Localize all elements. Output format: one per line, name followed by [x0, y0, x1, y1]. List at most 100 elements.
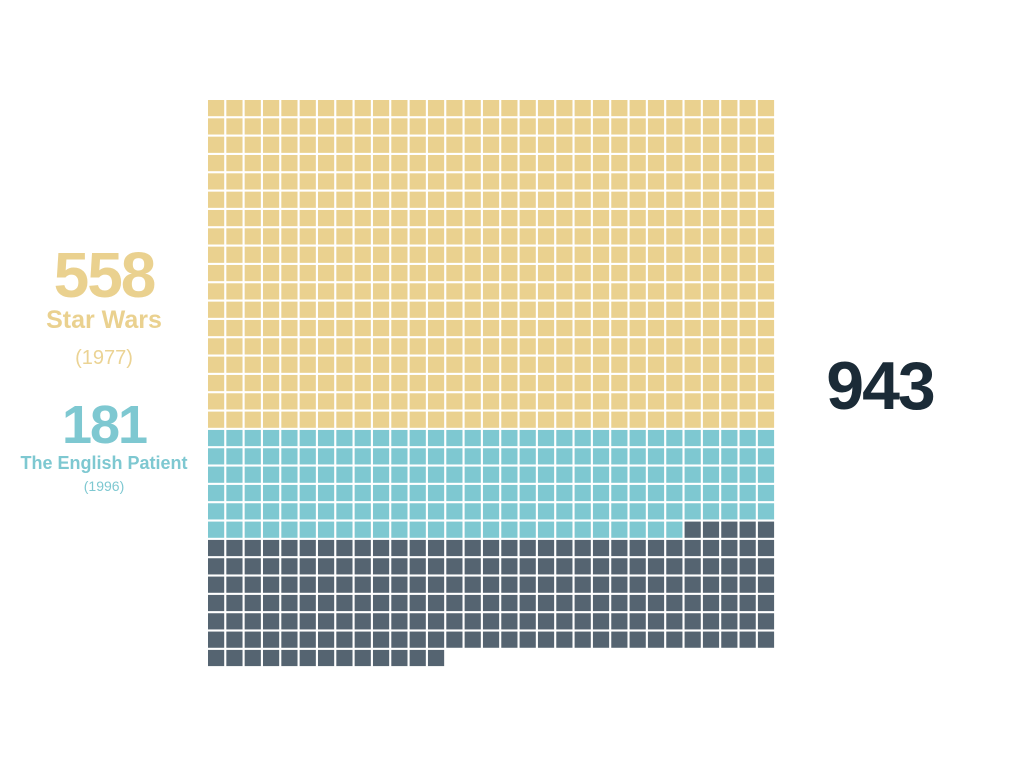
waffle-cell-series-0 — [354, 264, 371, 282]
waffle-cell-series-2 — [757, 594, 775, 612]
waffle-cell-series-0 — [464, 338, 481, 355]
waffle-cell-series-0 — [592, 301, 610, 318]
waffle-cell-series-0 — [501, 264, 518, 282]
waffle-cell-series-0 — [317, 118, 335, 135]
waffle-cell-series-0 — [556, 173, 573, 190]
waffle-cell-series-0 — [372, 246, 390, 263]
waffle-cell-series-0 — [611, 301, 628, 318]
waffle-cell-series-0 — [666, 393, 683, 410]
waffle-cell-series-1 — [501, 448, 518, 465]
waffle-cell-series-0 — [372, 411, 390, 428]
waffle-cell-series-0 — [464, 154, 481, 172]
waffle-cell-series-0 — [262, 301, 280, 318]
waffle-cell-series-0 — [611, 374, 628, 392]
waffle-cell-series-0 — [427, 118, 445, 135]
waffle-cell-series-0 — [501, 154, 518, 172]
waffle-cell-series-0 — [721, 136, 738, 153]
waffle-cell-series-0 — [629, 356, 646, 373]
waffle-cell-series-1 — [757, 484, 775, 502]
waffle-cell-series-0 — [482, 393, 500, 410]
waffle-cell-series-0 — [574, 319, 591, 337]
waffle-cell-series-0 — [757, 264, 775, 282]
waffle-cell-series-0 — [629, 319, 646, 337]
waffle-cell-series-1 — [592, 466, 610, 483]
waffle-cell-series-0 — [757, 374, 775, 392]
waffle-cell-series-1 — [409, 503, 426, 520]
waffle-cell-series-1 — [281, 448, 298, 465]
waffle-cell-series-0 — [537, 100, 555, 117]
waffle-cell-series-0 — [647, 356, 665, 373]
waffle-cell-series-0 — [684, 283, 701, 300]
waffle-cell-series-1 — [629, 521, 646, 538]
waffle-cell-series-0 — [244, 264, 261, 282]
waffle-cell-series-0 — [262, 173, 280, 190]
waffle-cell-series-2 — [721, 521, 738, 538]
waffle-cell-series-0 — [317, 209, 335, 227]
waffle-cell-series-2 — [244, 631, 261, 648]
waffle-cell-series-2 — [501, 576, 518, 593]
waffle-cell-series-0 — [501, 246, 518, 263]
waffle-cell-series-2 — [556, 576, 573, 593]
waffle-cell-series-2 — [446, 576, 463, 593]
waffle-cell-series-0 — [372, 338, 390, 355]
waffle-cell-series-0 — [317, 191, 335, 208]
waffle-cell-series-2 — [702, 631, 720, 648]
waffle-cell-series-0 — [208, 301, 225, 318]
waffle-cell-series-0 — [391, 264, 408, 282]
waffle-cell-series-0 — [317, 356, 335, 373]
waffle-cell-series-1 — [757, 429, 775, 447]
waffle-cell-series-2 — [372, 613, 390, 630]
waffle-cell-series-0 — [427, 191, 445, 208]
waffle-cell-series-0 — [666, 228, 683, 245]
waffle-cell-series-0 — [409, 319, 426, 337]
waffle-cell-series-1 — [208, 429, 225, 447]
waffle-cell-series-2 — [684, 521, 701, 538]
waffle-cell-series-0 — [556, 246, 573, 263]
waffle-cell-series-2 — [647, 594, 665, 612]
waffle-cell-series-0 — [446, 319, 463, 337]
waffle-cell-series-2 — [391, 649, 408, 667]
waffle-cell-series-0 — [611, 136, 628, 153]
waffle-cell-series-0 — [482, 118, 500, 135]
waffle-cell-series-2 — [372, 576, 390, 593]
waffle-cell-series-0 — [537, 246, 555, 263]
waffle-cell-series-2 — [299, 649, 316, 667]
waffle-cell-series-2 — [666, 539, 683, 557]
waffle-cell-series-0 — [244, 173, 261, 190]
waffle-cell-series-0 — [519, 100, 536, 117]
waffle-cell-series-2 — [556, 558, 573, 575]
waffle-cell-series-1 — [446, 484, 463, 502]
waffle-cell-series-1 — [702, 484, 720, 502]
waffle-cell-series-0 — [757, 118, 775, 135]
waffle-cell-series-0 — [757, 100, 775, 117]
waffle-cell-series-0 — [336, 136, 353, 153]
waffle-cell-series-0 — [647, 246, 665, 263]
waffle-cell-series-0 — [629, 191, 646, 208]
waffle-cell-series-0 — [208, 319, 225, 337]
waffle-cell-series-0 — [482, 191, 500, 208]
waffle-cell-series-2 — [464, 539, 481, 557]
waffle-cell-series-1 — [666, 521, 683, 538]
waffle-cell-series-1 — [666, 466, 683, 483]
waffle-cell-series-2 — [702, 558, 720, 575]
waffle-cell-series-1 — [647, 484, 665, 502]
waffle-cell-series-0 — [299, 173, 316, 190]
waffle-cell-series-2 — [739, 594, 756, 612]
waffle-cell-series-0 — [336, 356, 353, 373]
waffle-cell-series-0 — [354, 173, 371, 190]
waffle-cell-series-0 — [446, 118, 463, 135]
waffle-cell-series-0 — [611, 246, 628, 263]
waffle-cell-series-1 — [446, 521, 463, 538]
waffle-cell-series-2 — [317, 539, 335, 557]
waffle-cell-series-1 — [372, 466, 390, 483]
waffle-cell-series-2 — [317, 558, 335, 575]
waffle-cell-series-0 — [684, 319, 701, 337]
waffle-cell-series-0 — [391, 118, 408, 135]
waffle-cell-series-0 — [702, 228, 720, 245]
waffle-cell-series-1 — [574, 448, 591, 465]
waffle-cell-series-0 — [281, 374, 298, 392]
waffle-cell-series-0 — [317, 319, 335, 337]
waffle-cell-series-2 — [464, 558, 481, 575]
waffle-cell-series-2 — [629, 613, 646, 630]
